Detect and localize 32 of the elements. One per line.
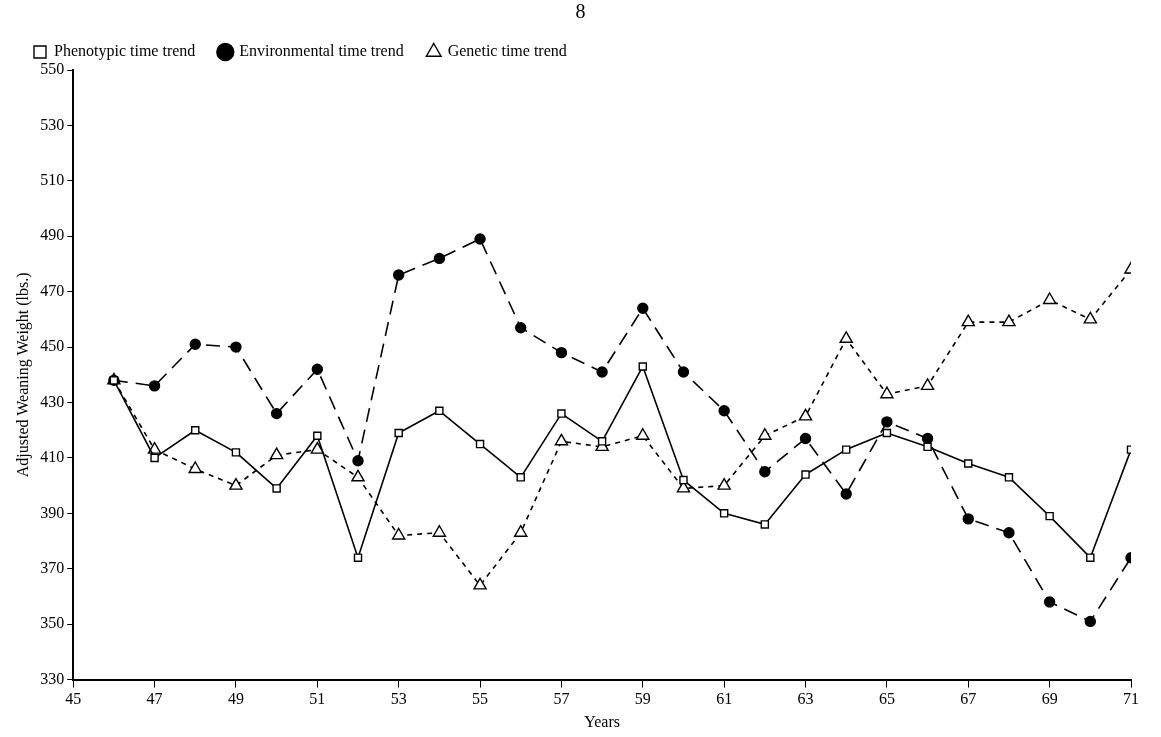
y-tick-label: 450	[40, 337, 65, 355]
y-tick-label: 470	[40, 281, 65, 299]
x-axis-title: Years	[584, 712, 620, 730]
y-axis-title: Adjusted Weaning Weight (lbs.)	[13, 272, 32, 478]
x-tick-label: 47	[146, 690, 163, 708]
y-tick-label: 350	[40, 614, 65, 632]
x-tick-label: 53	[390, 690, 407, 708]
y-tick-label: 430	[40, 392, 65, 410]
legend-label: Environmental time trend	[239, 42, 404, 60]
y-tick-label: 510	[40, 171, 65, 189]
x-tick-label: 65	[878, 690, 895, 708]
y-tick-label: 530	[40, 115, 65, 133]
x-tick-label: 67	[960, 690, 977, 708]
x-tick-label: 51	[309, 690, 326, 708]
y-tick-label: 390	[40, 503, 65, 521]
legend-label: Phenotypic time trend	[54, 42, 196, 61]
y-tick-label: 330	[40, 669, 65, 687]
x-tick-label: 49	[227, 690, 244, 708]
x-tick-label: 45	[65, 690, 82, 708]
x-tick-label: 71	[1123, 690, 1139, 708]
y-tick-label: 490	[40, 226, 65, 244]
legend-label: Genetic time trend	[447, 42, 567, 60]
x-tick-label: 69	[1041, 690, 1058, 708]
x-tick-label: 61	[716, 690, 733, 708]
y-tick-label: 410	[40, 448, 65, 466]
y-tick-label: 550	[40, 60, 65, 78]
x-tick-label: 59	[634, 690, 651, 708]
y-tick-label: 370	[40, 558, 65, 576]
text: 8	[574, 0, 587, 23]
x-tick-label: 63	[797, 690, 814, 708]
x-tick-label: 57	[553, 690, 570, 708]
x-tick-label: 55	[472, 690, 489, 708]
